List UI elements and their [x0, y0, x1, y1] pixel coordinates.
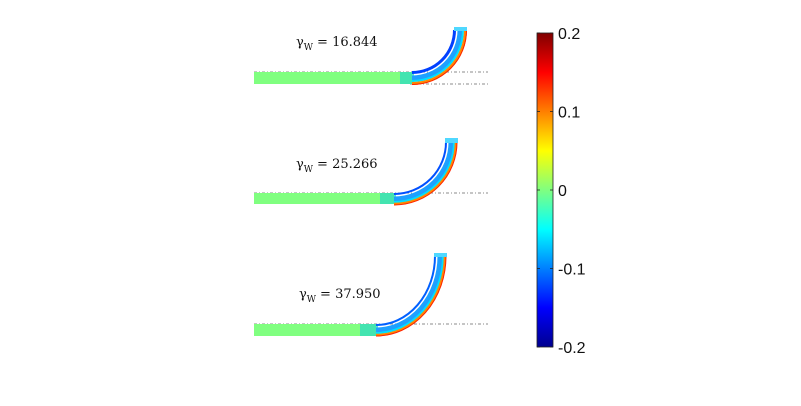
bend-middle-layer: [375, 255, 444, 334]
straight-section-transition: [400, 72, 414, 84]
colorbar-tick-label: 0.2: [558, 26, 580, 43]
colorbar: 0.2 0.1 0 -0.1 -0.2: [536, 26, 586, 357]
colorbar-tick-label: -0.1: [558, 262, 586, 279]
bend-top-cap: [454, 27, 467, 31]
straight-section: [254, 324, 376, 336]
straight-section: [254, 72, 412, 84]
bend-top-cap: [434, 253, 447, 257]
bend-outer-layer: [393, 141, 458, 206]
bend-inner-edge: [393, 141, 447, 195]
panel-label-2: γW = 25.266: [296, 157, 378, 175]
bend-inner-layer: [393, 141, 454, 202]
colorbar-ticks: 0.2 0.1 0 -0.1 -0.2: [537, 26, 586, 357]
bend-inner-layer: [375, 255, 443, 333]
colorbar-tick-label: -0.2: [558, 340, 586, 357]
strain-panel-3: γW = 37.950: [254, 253, 488, 337]
bend-middle-layer: [411, 29, 464, 82]
bend-top-cap: [445, 138, 458, 143]
colorbar-tick-label: 0.1: [558, 105, 580, 122]
bend-inner-edge: [375, 255, 436, 326]
strain-panel-2: γW = 25.266: [254, 138, 488, 206]
panel-label-3: γW = 37.950: [299, 287, 381, 305]
bend-outer-edge: [375, 255, 447, 337]
bend-outer-edge: [411, 29, 467, 85]
strain-panel-1: γW = 16.844: [254, 27, 488, 85]
colorbar-tick-label: 0: [558, 183, 567, 200]
bend-middle-layer: [393, 141, 455, 203]
bend-outer-layer: [411, 29, 467, 85]
straight-section: [254, 193, 394, 204]
straight-section-transition: [380, 193, 396, 204]
panel-label-1: γW = 16.844: [296, 35, 378, 53]
bend-inner-layer: [411, 29, 463, 81]
bend-outer-edge: [393, 141, 458, 206]
bend-outer-layer: [375, 255, 447, 337]
bend-inner-edge: [411, 29, 456, 74]
straight-section-transition: [360, 324, 378, 336]
